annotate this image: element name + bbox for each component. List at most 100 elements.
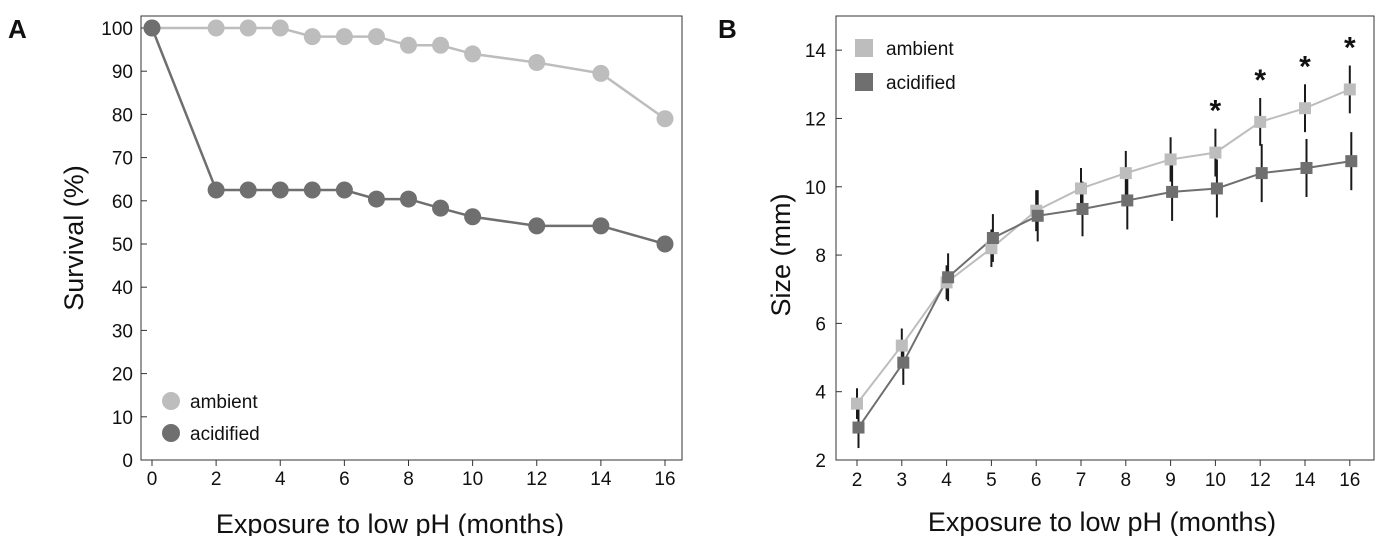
y-tick-label-b: 10 — [805, 178, 826, 199]
y-tick-label-a: 20 — [112, 365, 133, 386]
y-axis-label-b: Size (mm) — [766, 194, 796, 317]
x-tick-label-b: 10 — [1205, 470, 1226, 491]
data-point-ambient — [400, 36, 417, 54]
data-point-acidified-b — [1345, 155, 1358, 168]
data-point-ambient — [656, 110, 674, 128]
panel-letter-a: A — [8, 14, 27, 44]
x-axis-label-b: Exposure to low pH (months) — [928, 507, 1276, 536]
data-point-acidified — [143, 19, 161, 37]
data-point-acidified-b — [1076, 202, 1089, 215]
y-tick-label-a: 50 — [112, 235, 133, 256]
x-axis-label-a: Exposure to low pH (months) — [216, 509, 564, 536]
x-tick-label-b: 2 — [852, 470, 863, 491]
survival-chart-panel: A 0 10 20 30 40 50 60 70 80 90 100 0 2 4 6 8 10 12 14 16 Ex… — [8, 14, 683, 536]
series-line-acidified-b — [857, 160, 1352, 429]
data-point-acidified — [335, 181, 353, 199]
x-tick-label-b: 5 — [986, 470, 997, 491]
y-tick-label-b: 6 — [815, 314, 826, 335]
data-point-acidified-b — [1121, 194, 1134, 207]
y-tick-label-a: 40 — [112, 278, 133, 299]
data-point-acidified-b — [1300, 161, 1313, 174]
data-point-acidified-b — [852, 421, 865, 434]
data-point-ambient-b — [1119, 167, 1132, 180]
data-point-ambient — [528, 54, 546, 72]
data-point-acidified — [367, 190, 385, 208]
significance-star: * — [1210, 95, 1222, 128]
data-point-acidified — [592, 217, 610, 235]
data-point-ambient — [367, 28, 385, 46]
data-point-acidified-b — [897, 356, 910, 369]
legend-marker-ambient — [162, 392, 180, 410]
data-point-ambient-b — [1209, 146, 1222, 159]
y-tick-label-a: 70 — [112, 149, 133, 170]
x-tick-label-b: 8 — [1121, 470, 1132, 491]
legend-b: ambient acidified — [855, 39, 956, 94]
data-point-ambient-b — [1254, 115, 1267, 128]
series-line-ambient-b — [856, 88, 1351, 405]
plot-frame-a — [140, 15, 683, 461]
x-tick-label-b: 16 — [1339, 470, 1360, 491]
x-tick-label-a: 10 — [462, 469, 483, 490]
data-point-ambient — [464, 45, 482, 63]
data-point-acidified — [207, 181, 225, 199]
x-tick-label-a: 12 — [526, 469, 547, 490]
data-point-acidified-b — [1166, 185, 1179, 198]
data-point-acidified-b — [1031, 209, 1044, 222]
data-point-ambient — [592, 64, 610, 82]
axis-ticks-b: 2 4 6 8 10 12 14 2 3 4 5 6 7 8 9 10 12 14 16 — [805, 41, 1361, 491]
x-tick-label-a: 14 — [590, 469, 612, 490]
y-tick-label-a: 30 — [112, 321, 133, 342]
x-tick-label-b: 9 — [1165, 470, 1176, 491]
x-tick-label-a: 16 — [654, 469, 675, 490]
legend-label-ambient-b: ambient — [886, 39, 954, 60]
data-point-ambient-b — [1075, 182, 1087, 195]
y-tick-label-b: 14 — [805, 41, 827, 62]
y-tick-label-a: 80 — [112, 105, 133, 126]
data-point-acidified — [239, 181, 257, 199]
axis-ticks-a: 0 10 20 30 40 50 60 70 80 90 100 0 2 4 6 8 10 12 14 16 — [101, 19, 675, 490]
data-point-acidified — [400, 190, 417, 208]
significance-star: * — [1344, 32, 1356, 65]
data-point-ambient — [207, 19, 225, 37]
legend-marker-ambient-b — [855, 39, 873, 57]
data-point-ambient-b — [1164, 153, 1177, 166]
data-point-acidified — [528, 217, 546, 235]
legend-label-acidified: acidified — [190, 424, 260, 445]
x-tick-label-a: 6 — [339, 469, 350, 490]
data-point-ambient — [239, 19, 257, 37]
data-point-acidified-b — [942, 271, 955, 284]
x-tick-label-a: 0 — [147, 469, 158, 490]
significance-markers: * * * * — [1210, 32, 1356, 128]
data-point-ambient-b — [895, 339, 908, 352]
x-tick-label-b: 14 — [1294, 470, 1316, 491]
y-tick-label-a: 0 — [122, 451, 133, 472]
plot-frame-b — [835, 15, 1375, 461]
x-tick-label-a: 8 — [403, 469, 414, 490]
x-tick-label-a: 4 — [275, 469, 286, 490]
data-point-acidified — [656, 235, 674, 253]
size-chart-panel: B 2 4 6 8 10 12 14 2 3 4 5 6 7 8 9 10 12 14 16 * * * * Exposu… — [718, 14, 1375, 536]
x-tick-label-a: 2 — [211, 469, 222, 490]
legend-marker-acidified-b — [855, 73, 873, 91]
y-tick-label-b: 4 — [815, 383, 826, 404]
x-tick-label-b: 4 — [941, 470, 952, 491]
x-tick-label-b: 6 — [1031, 470, 1042, 491]
y-tick-label-a: 90 — [112, 62, 133, 83]
y-tick-label-b: 12 — [805, 109, 826, 130]
data-point-ambient — [303, 28, 321, 46]
legend-label-acidified-b: acidified — [886, 73, 956, 94]
x-tick-label-b: 7 — [1076, 470, 1087, 491]
data-point-acidified — [303, 181, 321, 199]
significance-star: * — [1299, 50, 1311, 83]
data-point-acidified-b — [1255, 167, 1268, 180]
y-axis-label-a: Survival (%) — [59, 165, 89, 311]
legend-marker-acidified — [162, 424, 180, 442]
data-point-ambient — [335, 28, 353, 46]
data-point-ambient-b — [1343, 83, 1356, 96]
y-tick-label-a: 10 — [112, 408, 133, 429]
data-point-ambient — [271, 19, 289, 37]
x-tick-label-b: 3 — [897, 470, 908, 491]
panel-letter-b: B — [718, 14, 737, 44]
y-tick-label-b: 2 — [815, 451, 826, 472]
data-point-ambient-b — [1299, 102, 1311, 115]
